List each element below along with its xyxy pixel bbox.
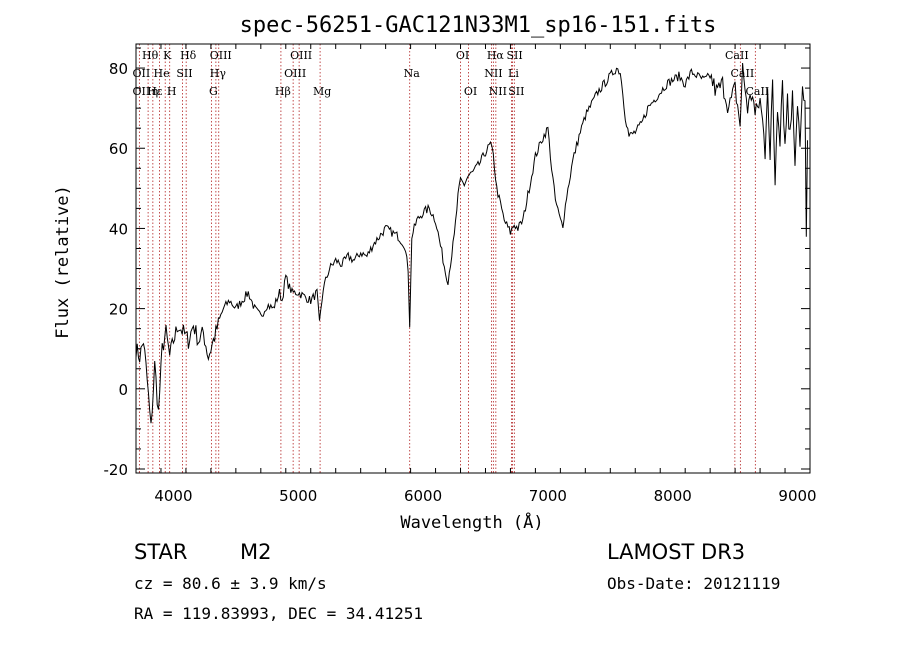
survey-name: LAMOST DR3: [607, 540, 746, 564]
x-axis: 4000 5000 6000 7000 8000 9000: [154, 44, 817, 505]
y-tick-label-40: 40: [109, 220, 128, 238]
x-tick-label-4000: 4000: [154, 487, 192, 505]
spectrum-line: [135, 62, 808, 424]
marker-label-7: SII: [506, 49, 522, 62]
marker-label-28: CaII: [745, 85, 769, 98]
coordinates: RA = 119.83993, DEC = 34.41251: [134, 604, 423, 623]
y-tick-label--20: -20: [104, 461, 129, 479]
marker-label-23: Hβ: [275, 85, 291, 98]
marker-label-0: Hθ: [142, 49, 159, 62]
y-axis: -20 0 20 40 60 80: [104, 47, 810, 479]
marker-label-13: OIII: [284, 67, 306, 80]
object-subclass: M2: [240, 540, 272, 564]
marker-label-8: CaII: [725, 49, 749, 62]
marker-label-15: NII: [484, 67, 502, 80]
marker-label-4: OIII: [290, 49, 312, 62]
marker-label-2: Hδ: [180, 49, 197, 62]
y-tick-label-20: 20: [109, 301, 128, 319]
marker-label-3: OIII: [210, 49, 232, 62]
x-tick-label-5000: 5000: [279, 487, 317, 505]
marker-label-11: SII: [176, 67, 192, 80]
spectral-line-markers: [138, 44, 756, 473]
marker-label-20: η: [152, 85, 159, 98]
x-tick-label-7000: 7000: [529, 487, 567, 505]
marker-label-21: H: [167, 85, 177, 98]
marker-label-19: Hε: [147, 85, 163, 98]
marker-label-16: Li: [508, 67, 519, 80]
marker-label-1: K: [163, 49, 172, 62]
y-tick-label-60: 60: [109, 140, 128, 158]
chart-title: spec-56251-GAC121N33M1_sp16-151.fits: [240, 13, 717, 38]
marker-label-6: Hα: [487, 49, 505, 62]
object-class: STAR: [134, 540, 188, 564]
marker-label-25: OI: [464, 85, 477, 98]
x-tick-label-8000: 8000: [654, 487, 692, 505]
marker-label-14: Na: [404, 67, 421, 80]
x-axis-label: Wavelength (Å): [400, 511, 543, 533]
y-tick-label-0: 0: [118, 381, 128, 399]
marker-label-26: NII: [489, 85, 507, 98]
y-axis-label: Flux (relative): [53, 185, 73, 339]
y-tick-label-80: 80: [109, 60, 128, 78]
obs-date: Obs-Date: 20121119: [607, 574, 781, 593]
plot-frame: [135, 43, 811, 474]
marker-label-9: OII: [133, 67, 151, 80]
redshift-readout: cz = 80.6 ± 3.9 km/s: [134, 574, 327, 593]
marker-label-12: Hγ: [210, 67, 227, 80]
marker-label-27: SII: [508, 85, 524, 98]
marker-label-24: Mg: [313, 85, 331, 98]
marker-label-22: G: [209, 85, 218, 98]
x-tick-label-9000: 9000: [778, 487, 816, 505]
marker-label-5: OI: [456, 49, 469, 62]
marker-label-10: He: [154, 67, 170, 80]
x-tick-label-6000: 6000: [404, 487, 442, 505]
